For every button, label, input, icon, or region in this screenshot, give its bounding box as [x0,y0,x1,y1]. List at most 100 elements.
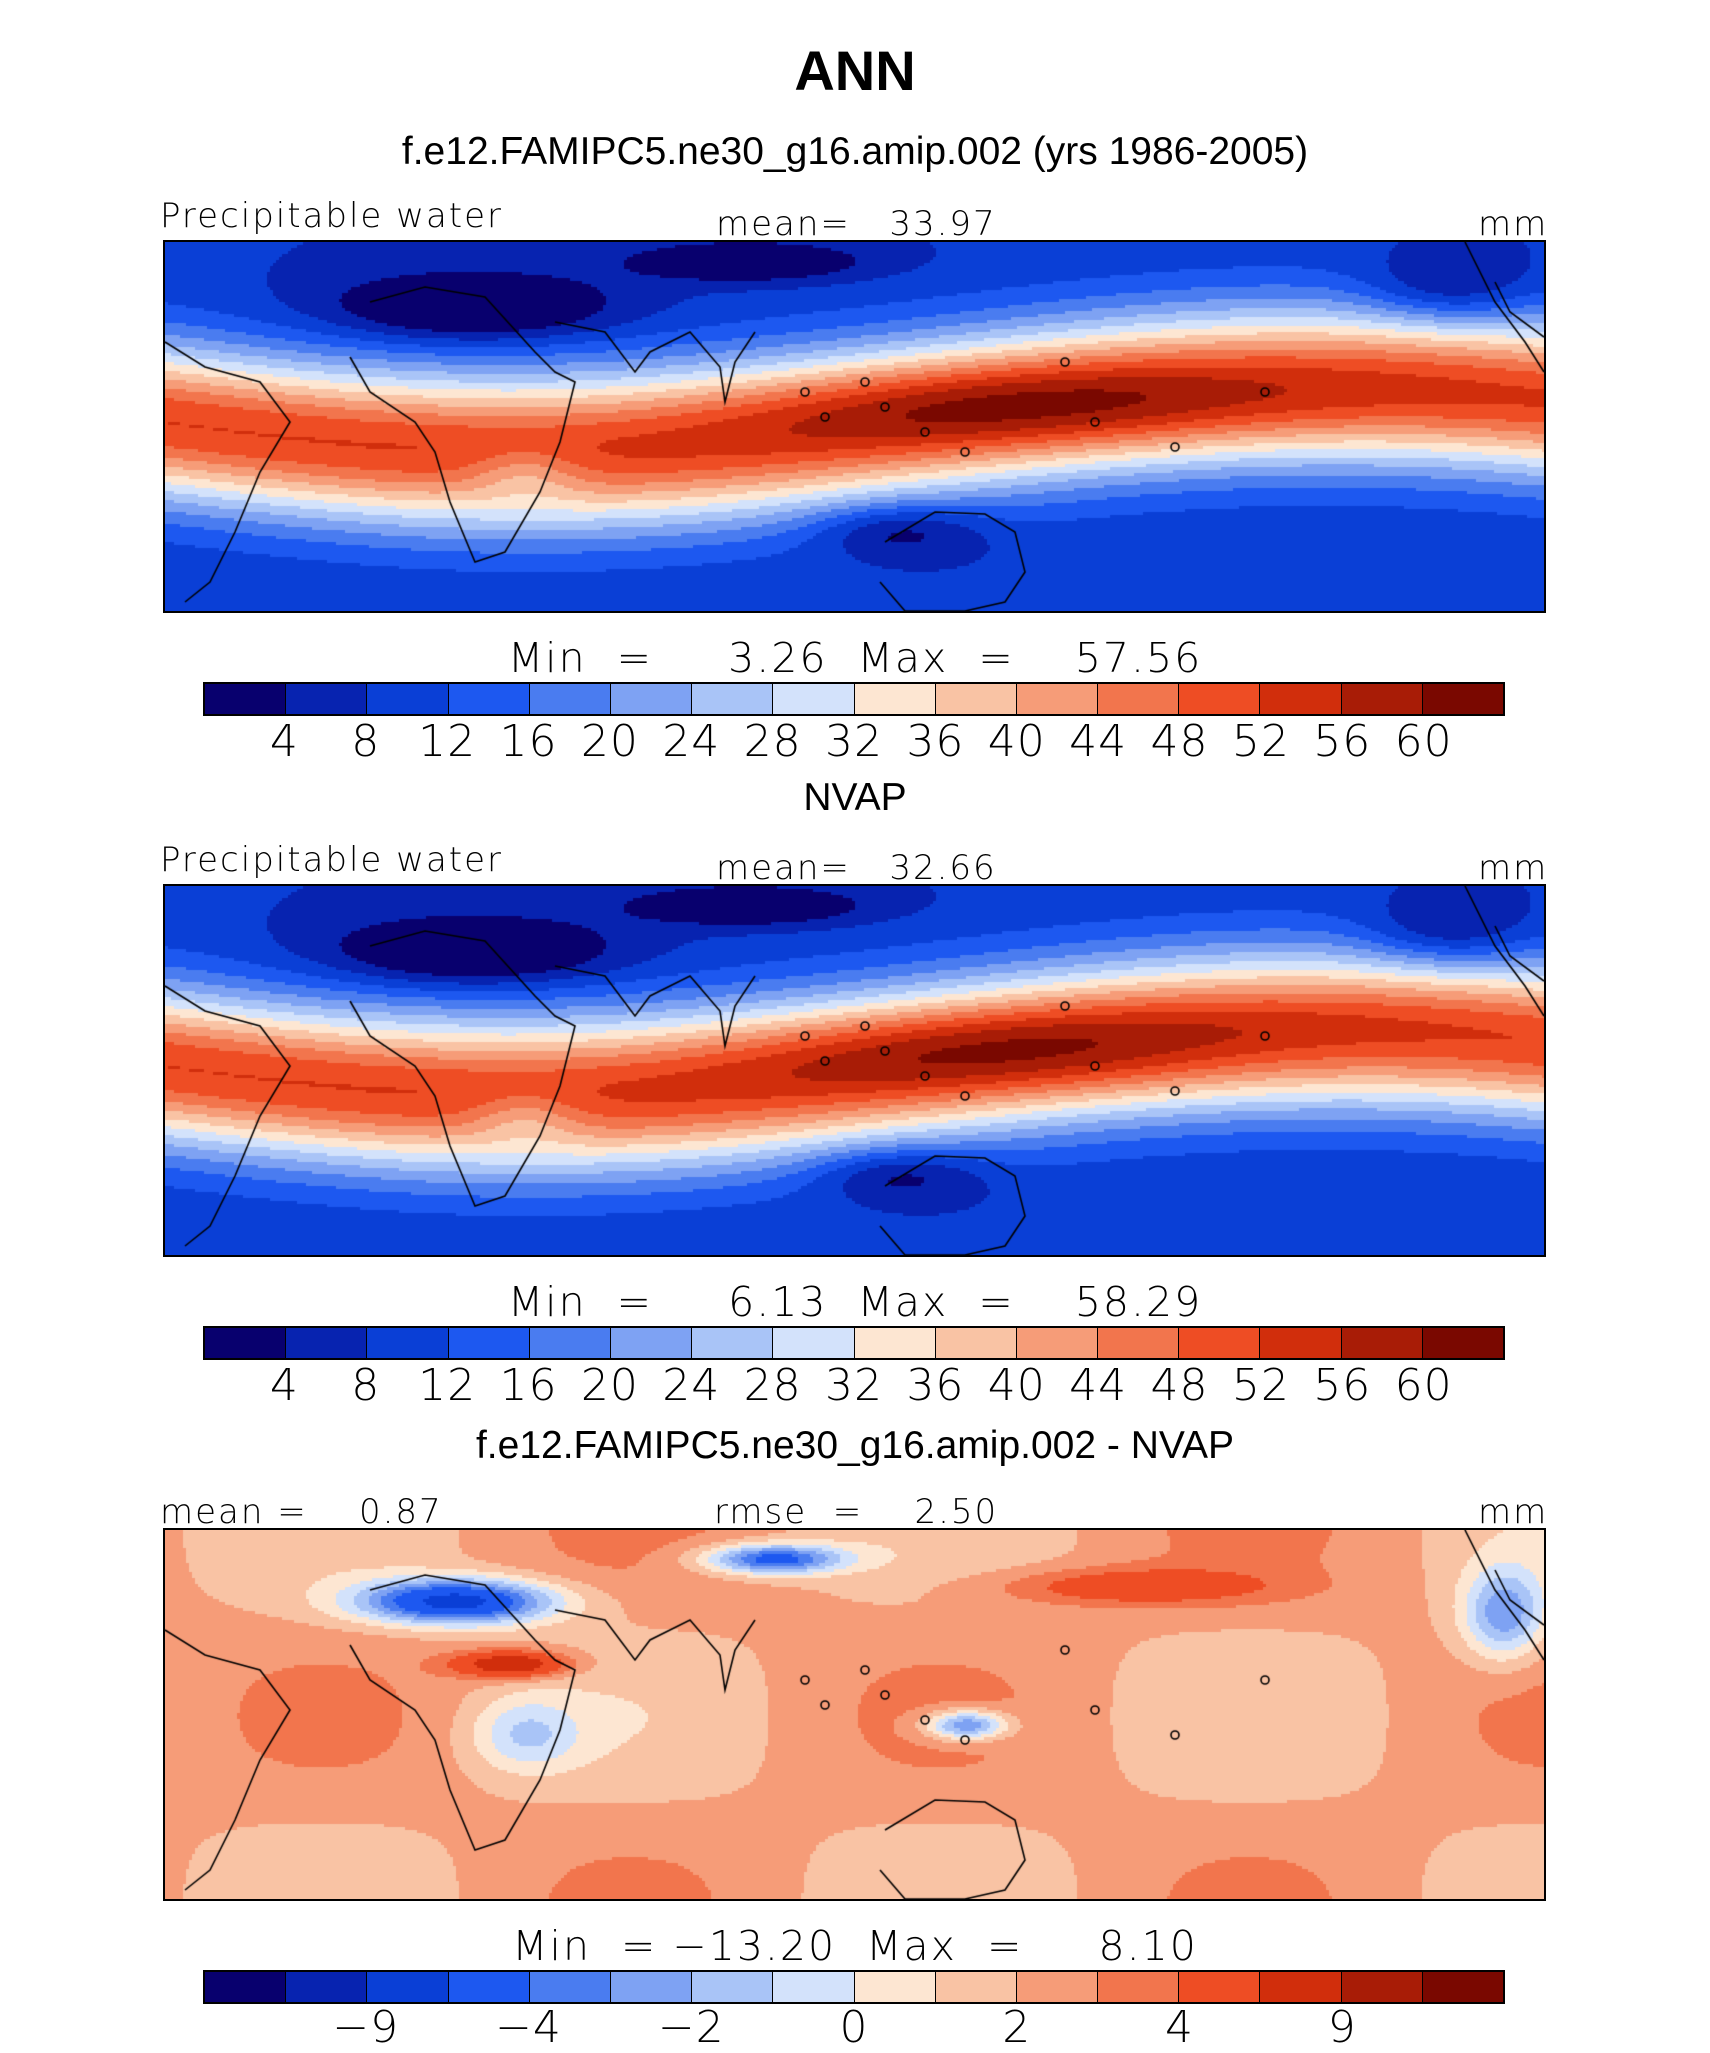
panel2-map [163,884,1546,1257]
panel3-rmse-label: rmse = 2.50 [714,1492,999,1532]
colorbar-swatch [1016,684,1099,714]
colorbar-tick-label: 36 [906,716,965,767]
colorbar-swatch [1422,1972,1503,2002]
colorbar-swatch [1016,1972,1099,2002]
colorbar-tick-label: 40 [987,1360,1046,1411]
colorbar-tick-label: 32 [825,716,883,767]
colorbar-tick-label: 28 [743,1360,802,1411]
colorbar-tick-label: 56 [1313,716,1372,767]
colorbar-tick-label: 2 [1002,2002,1032,2053]
colorbar-swatch [610,684,693,714]
colorbar-swatch [773,1972,855,2002]
colorbar-swatch [205,1328,287,1358]
panel2-colorbar [203,1326,1505,1360]
colorbar-tick-label: 48 [1150,1360,1209,1411]
colorbar-swatch [692,1328,774,1358]
colorbar-swatch [367,1328,449,1358]
colorbar-tick-label: 20 [580,1360,639,1411]
colorbar-swatch [1098,1328,1180,1358]
colorbar-swatch [1098,684,1180,714]
colorbar-swatch [529,1972,611,2002]
colorbar-swatch [448,684,530,714]
panel3-units-label: mm [1478,1492,1549,1532]
panel1-units-label: mm [1478,204,1549,244]
colorbar-swatch [1260,684,1342,714]
panel1-colorbar-ticks: 4 8 12 16 20 24 28 32 36 40 44 48 52 56 60 [203,716,1505,767]
colorbar-swatch [692,684,774,714]
colorbar-tick-label: 4 [1165,2002,1194,2053]
colorbar-swatch [1179,1972,1261,2002]
colorbar-swatch [935,1328,1017,1358]
contour-field [165,242,1544,611]
figure-title: ANN [794,39,916,102]
colorbar-tick-label: 60 [1394,716,1453,767]
colorbar-swatch [286,1972,368,2002]
colorbar-swatch [286,1328,368,1358]
colorbar-tick-label: 16 [499,716,558,767]
colorbar-swatch [1341,684,1423,714]
panel1-title: f.e12.FAMIPC5.ne30_g16.amip.002 (yrs 198… [401,130,1309,173]
colorbar-swatch [610,1972,693,2002]
colorbar-swatch [448,1328,530,1358]
panel3-map [163,1528,1546,1901]
colorbar-tick-label: −4 [495,2002,562,2053]
panel3-minmax: Min = −13.20 Max = 8.10 [512,1922,1198,1970]
panel2-units-label: mm [1478,848,1549,888]
panel2-variable-label: Precipitable water [160,840,504,880]
colorbar-tick-label: 8 [351,716,381,767]
colorbar-swatch [1098,1972,1180,2002]
colorbar-swatch [1179,1328,1261,1358]
colorbar-tick-label: 52 [1231,1360,1290,1411]
colorbar-swatch [854,684,936,714]
panel3-colorbar [203,1970,1505,2004]
colorbar-tick-label: 44 [1069,1360,1128,1411]
colorbar-swatch [1341,1972,1423,2002]
colorbar-tick-label: 9 [1327,2002,1357,2053]
colorbar-swatch [205,684,287,714]
colorbar-tick-label: 8 [351,1360,381,1411]
colorbar-tick-label: 56 [1313,1360,1372,1411]
panel2-mean-label: mean= 32.66 [716,848,997,888]
colorbar-swatch [854,1328,936,1358]
colorbar-swatch [692,1972,774,2002]
panel2-colorbar-ticks: 4 8 12 16 20 24 28 32 36 40 44 48 52 56 60 [203,1360,1505,1411]
panel3-title: f.e12.FAMIPC5.ne30_g16.amip.002 - NVAP [475,1424,1235,1467]
colorbar-tick-label: 0 [839,2002,869,2053]
panel2-title: NVAP [803,776,907,819]
colorbar-swatch [610,1328,693,1358]
contour-field [165,886,1544,1255]
panel1-variable-label: Precipitable water [160,196,504,236]
colorbar-tick-label: 32 [825,1360,883,1411]
colorbar-swatch [854,1972,936,2002]
colorbar-tick-label: 12 [418,716,477,767]
colorbar-tick-label: 48 [1150,716,1209,767]
colorbar-swatch [1341,1328,1423,1358]
panel1-colorbar [203,682,1505,716]
colorbar-swatch [529,684,611,714]
panel3-mean-label: mean = 0.87 [160,1492,443,1532]
colorbar-swatch [1422,684,1503,714]
colorbar-tick-label: 20 [580,716,639,767]
colorbar-swatch [205,1972,287,2002]
colorbar-swatch [773,1328,855,1358]
panel1-minmax: Min = 3.26 Max = 57.56 [507,634,1203,682]
colorbar-tick-label: 52 [1231,716,1290,767]
colorbar-tick-label: 12 [418,1360,477,1411]
colorbar-swatch [529,1328,611,1358]
colorbar-swatch [1260,1328,1342,1358]
colorbar-swatch [935,684,1017,714]
colorbar-swatch [286,684,368,714]
colorbar-tick-label: −2 [657,2002,725,2053]
colorbar-tick-label: 36 [906,1360,965,1411]
panel3-colorbar-ticks: −9 −4 −2 0 2 4 9 [203,2002,1505,2053]
colorbar-swatch [1016,1328,1099,1358]
colorbar-swatch [367,1972,449,2002]
colorbar-tick-label: 4 [269,716,299,767]
panel2-minmax: Min = 6.13 Max = 58.29 [507,1278,1203,1326]
colorbar-swatch [935,1972,1017,2002]
colorbar-swatch [773,684,855,714]
colorbar-tick-label: 24 [662,1360,721,1411]
colorbar-tick-label: 4 [269,1360,299,1411]
contour-field [165,1530,1544,1899]
panel1-map [163,240,1546,613]
